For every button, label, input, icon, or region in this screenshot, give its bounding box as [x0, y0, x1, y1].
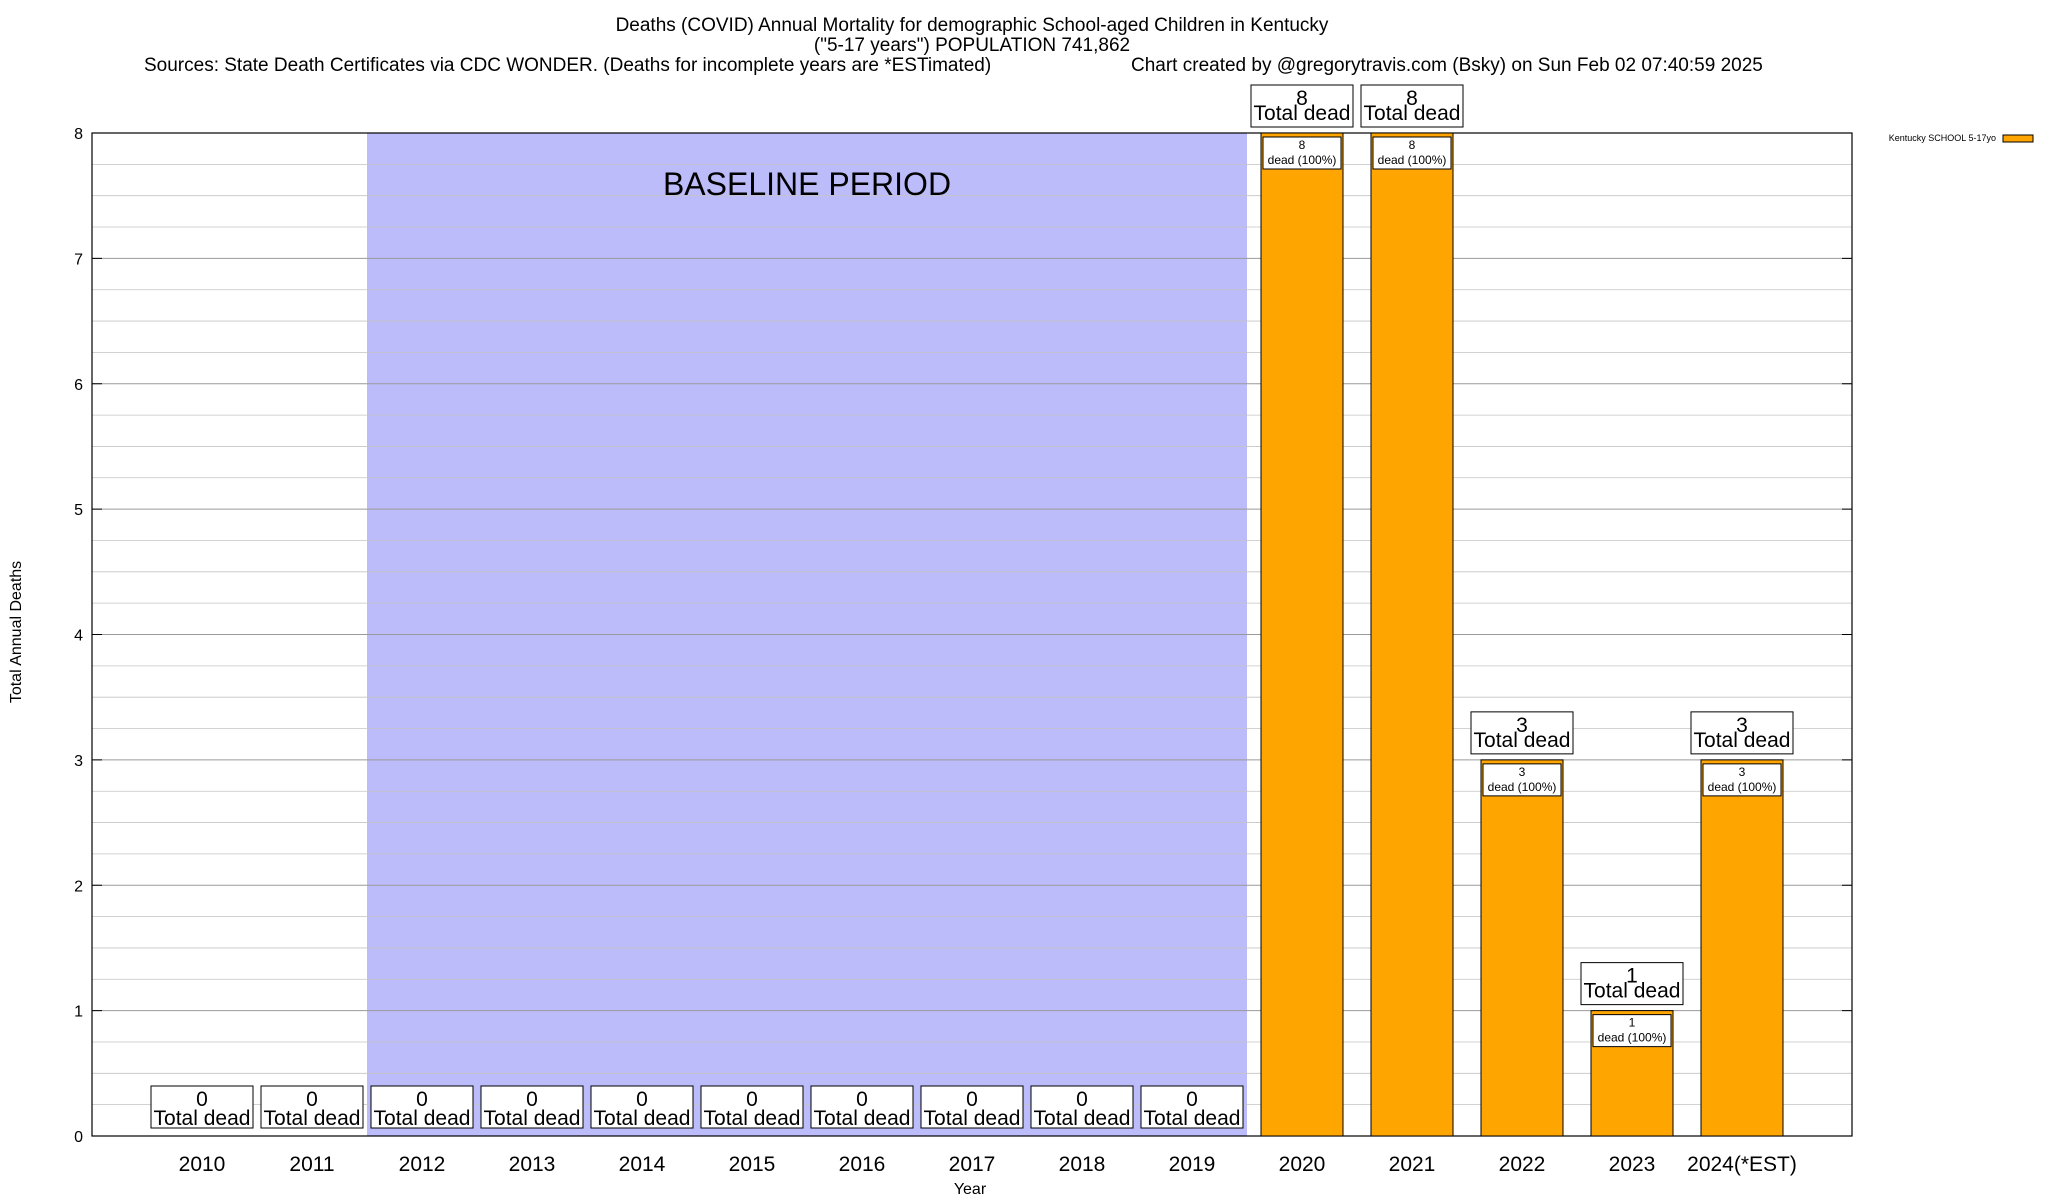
bar-inner-label-box — [1262, 136, 1342, 170]
legend-swatch — [2002, 134, 2034, 143]
total-label-box — [150, 1085, 254, 1129]
y-tick-label: 0 — [74, 1129, 83, 1146]
total-value: 1 — [1626, 965, 1638, 988]
total-label: Total dead — [594, 1107, 691, 1130]
bar-inner-value: 3 — [1519, 765, 1526, 779]
total-value: 0 — [636, 1088, 648, 1111]
y-tick-label: 2 — [74, 878, 83, 895]
bar — [1700, 759, 1784, 1137]
total-label: Total dead — [1254, 102, 1351, 125]
total-value: 0 — [1186, 1088, 1198, 1111]
legend: Kentucky SCHOOL 5-17yo — [1889, 133, 2034, 143]
y-tick-label: 1 — [74, 1004, 83, 1021]
total-label: Total dead — [154, 1107, 251, 1130]
bar-inner-value: 1 — [1629, 1016, 1636, 1030]
x-tick-label: 2014 — [619, 1153, 666, 1176]
total-value: 0 — [746, 1088, 758, 1111]
total-label-box — [370, 1085, 474, 1129]
x-tick-label: 2011 — [289, 1153, 334, 1176]
total-value: 0 — [416, 1088, 428, 1111]
total-label-box — [590, 1085, 694, 1129]
total-value: 3 — [1516, 714, 1528, 737]
x-tick-label: 2012 — [399, 1153, 446, 1176]
total-label-box — [1030, 1085, 1134, 1129]
total-label-box — [1470, 711, 1574, 755]
total-label-box — [1580, 962, 1684, 1006]
y-tick-label: 4 — [74, 628, 83, 645]
total-value: 0 — [1076, 1088, 1088, 1111]
total-label: Total dead — [1584, 980, 1681, 1003]
y-axis-label: Total Annual Deaths — [8, 561, 25, 703]
total-value: 0 — [856, 1088, 868, 1111]
bar-inner-label-box — [1702, 763, 1782, 797]
total-label: Total dead — [1364, 102, 1461, 125]
total-value: 8 — [1296, 87, 1308, 110]
bar-inner-value: 8 — [1299, 138, 1306, 152]
bar-inner-value: 3 — [1739, 765, 1746, 779]
total-label: Total dead — [484, 1107, 581, 1130]
total-label-box — [260, 1085, 364, 1129]
bar — [1480, 759, 1564, 1137]
bar — [1260, 132, 1344, 1137]
bar-inner-label: dead (100%) — [1268, 153, 1337, 167]
x-tick-label: 2013 — [509, 1153, 556, 1176]
x-tick-label: 2018 — [1059, 1153, 1106, 1176]
chart-title-line1: Deaths (COVID) Annual Mortality for demo… — [616, 15, 1329, 36]
y-tick-label: 8 — [74, 126, 83, 143]
y-tick-label: 5 — [74, 502, 83, 519]
baseline-period-label: BASELINE PERIOD — [663, 166, 951, 202]
total-label-box — [810, 1085, 914, 1129]
total-label-box — [700, 1085, 804, 1129]
total-label-box — [1140, 1085, 1244, 1129]
total-label: Total dead — [1694, 729, 1791, 752]
total-label: Total dead — [374, 1107, 471, 1130]
x-tick-label: 2019 — [1169, 1153, 1216, 1176]
total-value: 0 — [966, 1088, 978, 1111]
bar-inner-label: dead (100%) — [1598, 1031, 1667, 1045]
total-value: 0 — [526, 1088, 538, 1111]
total-label: Total dead — [1034, 1107, 1131, 1130]
y-tick-label: 3 — [74, 753, 83, 770]
bar-inner-label: dead (100%) — [1488, 780, 1557, 794]
x-tick-label: 2022 — [1499, 1153, 1546, 1176]
x-tick-label: 2016 — [839, 1153, 886, 1176]
total-value: 3 — [1736, 714, 1748, 737]
bar — [1370, 132, 1454, 1137]
total-value: 0 — [306, 1088, 318, 1111]
bar-inner-label: dead (100%) — [1708, 780, 1777, 794]
bar-inner-label-box — [1592, 1014, 1672, 1048]
bar-inner-label-box — [1372, 136, 1452, 170]
x-tick-label: 2010 — [179, 1153, 226, 1176]
chart-credit: Chart created by @gregorytravis.com (Bsk… — [1131, 55, 1763, 76]
x-tick-label: 2017 — [949, 1153, 996, 1176]
bar-inner-value: 8 — [1409, 138, 1416, 152]
legend-label: Kentucky SCHOOL 5-17yo — [1889, 133, 1996, 143]
total-label: Total dead — [924, 1107, 1021, 1130]
total-label: Total dead — [264, 1107, 361, 1130]
x-tick-label: 2021 — [1389, 1153, 1436, 1176]
total-label-box — [480, 1085, 584, 1129]
total-value: 8 — [1406, 87, 1418, 110]
total-label-box — [1360, 84, 1464, 128]
total-label: Total dead — [814, 1107, 911, 1130]
x-tick-label: 2020 — [1279, 1153, 1326, 1176]
chart-title-line2: ("5-17 years") POPULATION 741,862 — [814, 35, 1130, 56]
total-value: 0 — [196, 1088, 208, 1111]
total-label-box — [920, 1085, 1024, 1129]
chart-sources: Sources: State Death Certificates via CD… — [144, 55, 991, 76]
x-tick-label: 2024(*EST) — [1687, 1153, 1797, 1176]
bar-inner-label-box — [1482, 763, 1562, 797]
bar-inner-label: dead (100%) — [1378, 153, 1447, 167]
total-label-box — [1250, 84, 1354, 128]
total-label: Total dead — [1474, 729, 1571, 752]
x-tick-label: 2015 — [729, 1153, 776, 1176]
total-label-box — [1690, 711, 1794, 755]
total-label: Total dead — [704, 1107, 801, 1130]
x-tick-label: 2023 — [1609, 1153, 1656, 1176]
y-tick-label: 7 — [74, 251, 83, 268]
x-axis-label: Year — [954, 1181, 987, 1198]
y-tick-label: 6 — [74, 377, 83, 394]
total-label: Total dead — [1144, 1107, 1241, 1130]
